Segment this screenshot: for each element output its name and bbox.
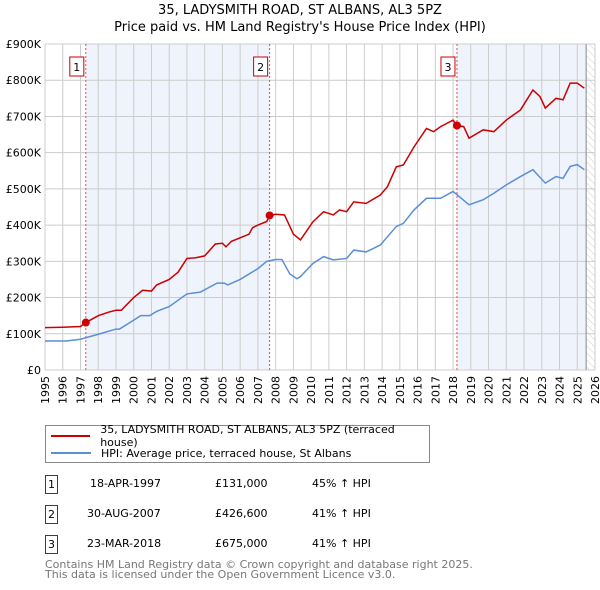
x-tick-label: 1999 <box>110 376 123 404</box>
legend-label: HPI: Average price, terraced house, St A… <box>101 446 352 460</box>
future-hatch <box>586 44 595 370</box>
legend-item-hpi: HPI: Average price, terraced house, St A… <box>46 445 351 461</box>
x-tick-label: 2023 <box>536 376 549 404</box>
y-tick-label: £300K <box>6 255 42 268</box>
legend-label: 35, LADYSMITH ROAD, ST ALBANS, AL3 5PZ (… <box>100 423 395 449</box>
x-tick-label: 2009 <box>287 376 300 404</box>
chart-subtitle: Price paid vs. HM Land Registry's House … <box>114 20 486 35</box>
sale-price: £675,000 <box>215 537 268 550</box>
sale-vs-hpi: 45% ↑ HPI <box>312 477 371 490</box>
footer: Contains HM Land Registry data © Crown c… <box>45 558 473 581</box>
x-tick-label: 2011 <box>323 376 336 404</box>
sale-row: 2 30-AUG-2007 £426,600 41% ↑ HPI <box>45 505 465 525</box>
x-tick-label: 2003 <box>181 376 194 404</box>
sale-marker-badge: 3 <box>45 535 58 554</box>
sale-point <box>81 318 90 327</box>
sale-marker-label: 1 <box>73 61 80 74</box>
sale-marker-badge: 1 <box>45 475 58 494</box>
y-tick-label: £100K <box>6 328 42 341</box>
shaded-period <box>456 44 587 370</box>
x-tick-label: 2010 <box>305 376 318 404</box>
hpi-line <box>45 163 585 342</box>
sale-marker-label: 2 <box>257 61 264 74</box>
chart-title: 35, LADYSMITH ROAD, ST ALBANS, AL3 5PZ <box>158 3 442 18</box>
x-tick-label: 2021 <box>500 376 513 404</box>
sale-marker-label: 3 <box>444 61 451 74</box>
property-price-line <box>44 82 585 329</box>
x-tick-label: 2020 <box>483 376 496 404</box>
sale-price: £131,000 <box>215 477 268 490</box>
y-tick-label: £800K <box>6 74 42 87</box>
x-tick-label: 2018 <box>447 376 460 404</box>
x-tick-label: 2001 <box>145 376 158 404</box>
x-tick-label: 2025 <box>571 376 584 404</box>
y-tick-label: £700K <box>6 110 42 123</box>
shaded-period <box>85 44 270 370</box>
y-tick-label: £500K <box>6 183 42 196</box>
x-tick-label: 1997 <box>74 376 87 404</box>
legend-swatch <box>51 452 91 454</box>
footer-licence: This data is licensed under the Open Gov… <box>45 568 396 581</box>
legend-item-property: 35, LADYSMITH ROAD, ST ALBANS, AL3 5PZ (… <box>46 423 429 449</box>
x-tick-label: 2007 <box>252 376 265 404</box>
x-tick-label: 2005 <box>216 376 229 404</box>
x-tick-label: 2015 <box>394 376 407 404</box>
x-tick-label: 2022 <box>518 376 531 404</box>
sale-point <box>265 211 274 220</box>
chart-area: 1995 1996 1997 1998 1999 2000 2001 2002 2003 2004… <box>6 38 600 404</box>
sale-price: £426,600 <box>215 507 268 520</box>
x-tick-label: 2002 <box>163 376 176 404</box>
x-tick-label: 2012 <box>341 376 354 404</box>
x-tick-label: 2026 <box>589 376 600 404</box>
sale-point <box>452 121 461 130</box>
x-tick-label: 2016 <box>412 376 425 404</box>
sale-date: 18-APR-1997 <box>90 477 162 490</box>
x-tick-label: 2019 <box>465 376 478 404</box>
x-tick-label: 1998 <box>92 376 105 404</box>
x-tick-label: 1996 <box>57 376 70 404</box>
x-tick-label: 2013 <box>358 376 371 404</box>
sale-date: 30-AUG-2007 <box>87 507 161 520</box>
y-tick-label: £0 <box>27 364 41 377</box>
footer-copyright: Contains HM Land Registry data © Crown c… <box>45 558 473 571</box>
sale-date: 23-MAR-2018 <box>87 537 162 550</box>
y-tick-label: £400K <box>6 219 42 232</box>
sale-marker-box <box>253 56 269 77</box>
y-tick-label: £200K <box>6 292 42 305</box>
x-tick-label: 1995 <box>39 376 52 404</box>
sale-row: 1 18-APR-1997 £131,000 45% ↑ HPI <box>45 475 465 495</box>
x-tick-label: 2000 <box>128 376 141 404</box>
y-tick-label: £600K <box>6 147 42 160</box>
sale-marker-box <box>69 56 85 77</box>
x-tick-label: 2014 <box>376 376 389 404</box>
legend-swatch <box>51 435 91 437</box>
x-tick-label: 2008 <box>270 376 283 404</box>
x-tick-label: 2017 <box>429 376 442 404</box>
sale-vs-hpi: 41% ↑ HPI <box>312 507 371 520</box>
legend: 35, LADYSMITH ROAD, ST ALBANS, AL3 5PZ (… <box>45 423 430 463</box>
y-tick-label: £900K <box>6 38 42 51</box>
x-tick-label: 2004 <box>199 376 212 404</box>
x-tick-label: 2024 <box>554 376 567 404</box>
sale-vs-hpi: 41% ↑ HPI <box>312 537 371 550</box>
sale-marker-badge: 2 <box>45 505 58 524</box>
sale-row: 3 23-MAR-2018 £675,000 41% ↑ HPI <box>45 535 465 555</box>
sale-marker-box <box>440 56 456 77</box>
x-tick-label: 2006 <box>234 376 247 404</box>
